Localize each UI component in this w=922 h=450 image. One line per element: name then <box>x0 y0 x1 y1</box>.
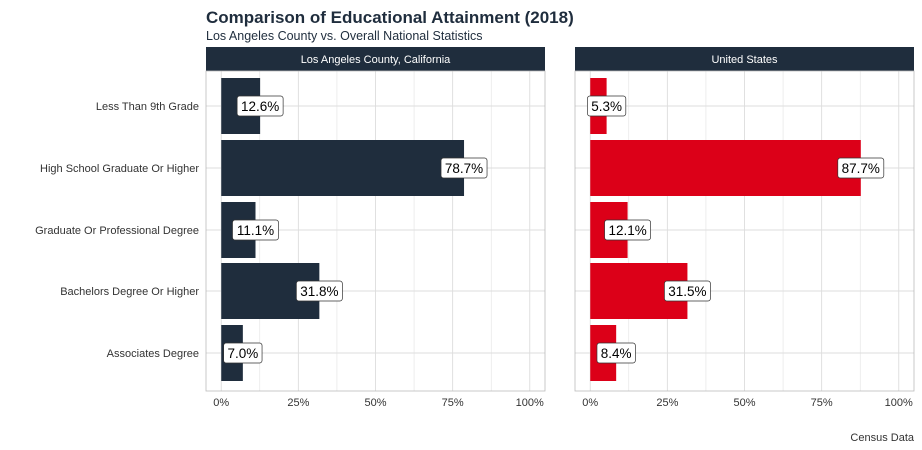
facet-strip-label: United States <box>711 54 778 66</box>
data-label: 31.5% <box>668 284 706 299</box>
data-label: 5.3% <box>591 99 622 114</box>
data-label-box <box>596 342 636 364</box>
x-tick-label: 0% <box>582 397 598 409</box>
facet-panel-1: United States 5.3% 87.7% 12.1% 31.5% 8.4% 0% 25… <box>574 47 915 409</box>
data-label: 11.1% <box>237 223 274 238</box>
bar <box>221 140 465 196</box>
chart-caption: Census Data <box>850 432 914 444</box>
data-label-box <box>232 219 279 241</box>
category-label: Less Than 9th Grade <box>96 101 199 113</box>
category-label: Bachelors Degree Or Higher <box>60 286 199 298</box>
x-tick-label: 75% <box>442 397 464 409</box>
x-tick-label: 100% <box>885 397 913 409</box>
data-label: 31.8% <box>300 284 338 299</box>
data-label: 12.1% <box>608 223 646 238</box>
data-label-box <box>664 280 711 302</box>
data-label-box <box>440 157 488 179</box>
data-label: 8.4% <box>601 346 632 361</box>
x-tick-label: 50% <box>733 397 755 409</box>
category-label: Graduate Or Professional Degree <box>35 225 199 237</box>
chart-subtitle: Los Angeles County vs. Overall National … <box>206 29 483 43</box>
facet-panel-0: Los Angeles County, California 12.6% 78.7%… <box>205 47 546 409</box>
facet-strip <box>575 47 914 71</box>
data-label-box <box>223 342 263 364</box>
category-axis-labels: Less Than 9th Grade High School Graduate … <box>35 101 199 360</box>
category-label: Associates Degree <box>107 348 199 360</box>
data-label: 87.7% <box>842 161 880 176</box>
chart-title: Comparison of Educational Attainment (20… <box>206 8 574 27</box>
data-label-box <box>587 95 627 117</box>
data-label: 12.6% <box>241 99 279 114</box>
bar <box>590 140 861 196</box>
data-label-box <box>837 157 885 179</box>
x-tick-label: 75% <box>811 397 833 409</box>
facet-strip-label: Los Angeles County, California <box>301 54 451 66</box>
data-label: 7.0% <box>227 346 258 361</box>
data-label-box <box>236 95 284 117</box>
x-tick-label: 25% <box>656 397 678 409</box>
data-label-box <box>296 280 343 302</box>
panel-border <box>574 70 915 392</box>
x-tick-label: 25% <box>287 397 309 409</box>
x-tick-label: 50% <box>364 397 386 409</box>
panel-border <box>205 70 546 392</box>
facet-panels: Los Angeles County, California 12.6% 78.7%… <box>205 47 915 409</box>
category-label: High School Graduate Or Higher <box>40 163 199 175</box>
data-label: 78.7% <box>445 161 483 176</box>
x-tick-label: 0% <box>213 397 229 409</box>
data-label-box <box>604 219 651 241</box>
x-tick-label: 100% <box>516 397 544 409</box>
facet-strip <box>206 47 545 71</box>
